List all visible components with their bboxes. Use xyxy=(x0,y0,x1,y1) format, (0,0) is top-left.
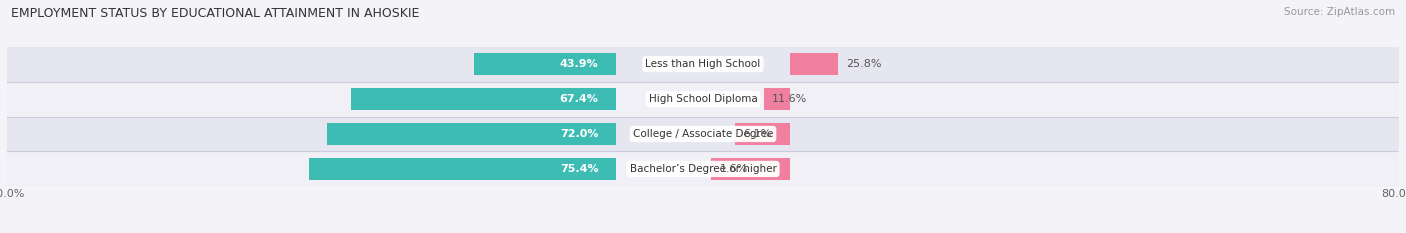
Text: EMPLOYMENT STATUS BY EDUCATIONAL ATTAINMENT IN AHOSKIE: EMPLOYMENT STATUS BY EDUCATIONAL ATTAINM… xyxy=(11,7,419,20)
Bar xyxy=(790,53,838,75)
Text: College / Associate Degree: College / Associate Degree xyxy=(633,129,773,139)
Text: 75.4%: 75.4% xyxy=(560,164,599,174)
Text: Source: ZipAtlas.com: Source: ZipAtlas.com xyxy=(1284,7,1395,17)
Text: Bachelor’s Degree or higher: Bachelor’s Degree or higher xyxy=(630,164,776,174)
Bar xyxy=(735,123,790,145)
Bar xyxy=(309,158,616,180)
Bar xyxy=(352,88,616,110)
Bar xyxy=(328,123,616,145)
Text: 43.9%: 43.9% xyxy=(560,59,599,69)
Text: High School Diploma: High School Diploma xyxy=(648,94,758,104)
Bar xyxy=(711,158,790,180)
Bar xyxy=(474,53,616,75)
Text: 72.0%: 72.0% xyxy=(560,129,599,139)
Text: 1.6%: 1.6% xyxy=(720,164,748,174)
Text: 6.1%: 6.1% xyxy=(744,129,772,139)
Bar xyxy=(7,151,1399,186)
Text: 11.6%: 11.6% xyxy=(772,94,807,104)
Bar xyxy=(7,116,1399,151)
Text: 25.8%: 25.8% xyxy=(846,59,882,69)
Text: 67.4%: 67.4% xyxy=(560,94,599,104)
Bar xyxy=(7,82,1399,116)
Bar xyxy=(7,47,1399,82)
Bar xyxy=(763,88,790,110)
Text: Less than High School: Less than High School xyxy=(645,59,761,69)
